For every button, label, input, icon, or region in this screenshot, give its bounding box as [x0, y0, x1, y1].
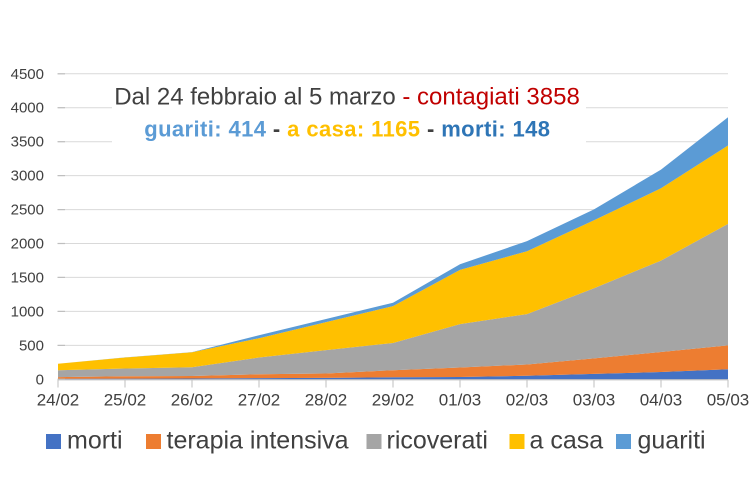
- svg-text:ricoverati: ricoverati: [387, 427, 488, 455]
- svg-text:28/02: 28/02: [305, 391, 348, 410]
- svg-text:guariti: guariti: [638, 427, 706, 455]
- svg-text:4000: 4000: [11, 100, 44, 117]
- svg-text:01/03: 01/03: [439, 391, 482, 410]
- svg-text:morti: morti: [67, 427, 123, 455]
- svg-text:26/02: 26/02: [171, 391, 214, 410]
- svg-text:05/03: 05/03: [707, 391, 750, 410]
- svg-text:3000: 3000: [11, 168, 44, 185]
- svg-text:4500: 4500: [11, 66, 44, 83]
- svg-text:0: 0: [36, 371, 44, 388]
- svg-text:Dal 24 febbraio al 5 marzo - c: Dal 24 febbraio al 5 marzo - contagiati …: [114, 83, 580, 110]
- svg-text:guariti: 414 - a casa: 1165 -: guariti: 414 - a casa: 1165 - morti: 148: [144, 117, 550, 142]
- svg-text:1000: 1000: [11, 303, 44, 320]
- svg-text:29/02: 29/02: [372, 391, 415, 410]
- svg-text:24/02: 24/02: [37, 391, 80, 410]
- svg-text:25/02: 25/02: [104, 391, 147, 410]
- svg-text:terapia intensiva: terapia intensiva: [167, 427, 349, 455]
- svg-text:2000: 2000: [11, 236, 44, 253]
- svg-text:2500: 2500: [11, 202, 44, 219]
- svg-text:a casa: a casa: [530, 427, 604, 455]
- svg-text:03/03: 03/03: [573, 391, 616, 410]
- svg-text:04/03: 04/03: [640, 391, 683, 410]
- svg-text:02/03: 02/03: [506, 391, 549, 410]
- svg-text:500: 500: [19, 337, 44, 354]
- svg-text:1500: 1500: [11, 269, 44, 286]
- svg-text:27/02: 27/02: [238, 391, 281, 410]
- svg-text:3500: 3500: [11, 134, 44, 151]
